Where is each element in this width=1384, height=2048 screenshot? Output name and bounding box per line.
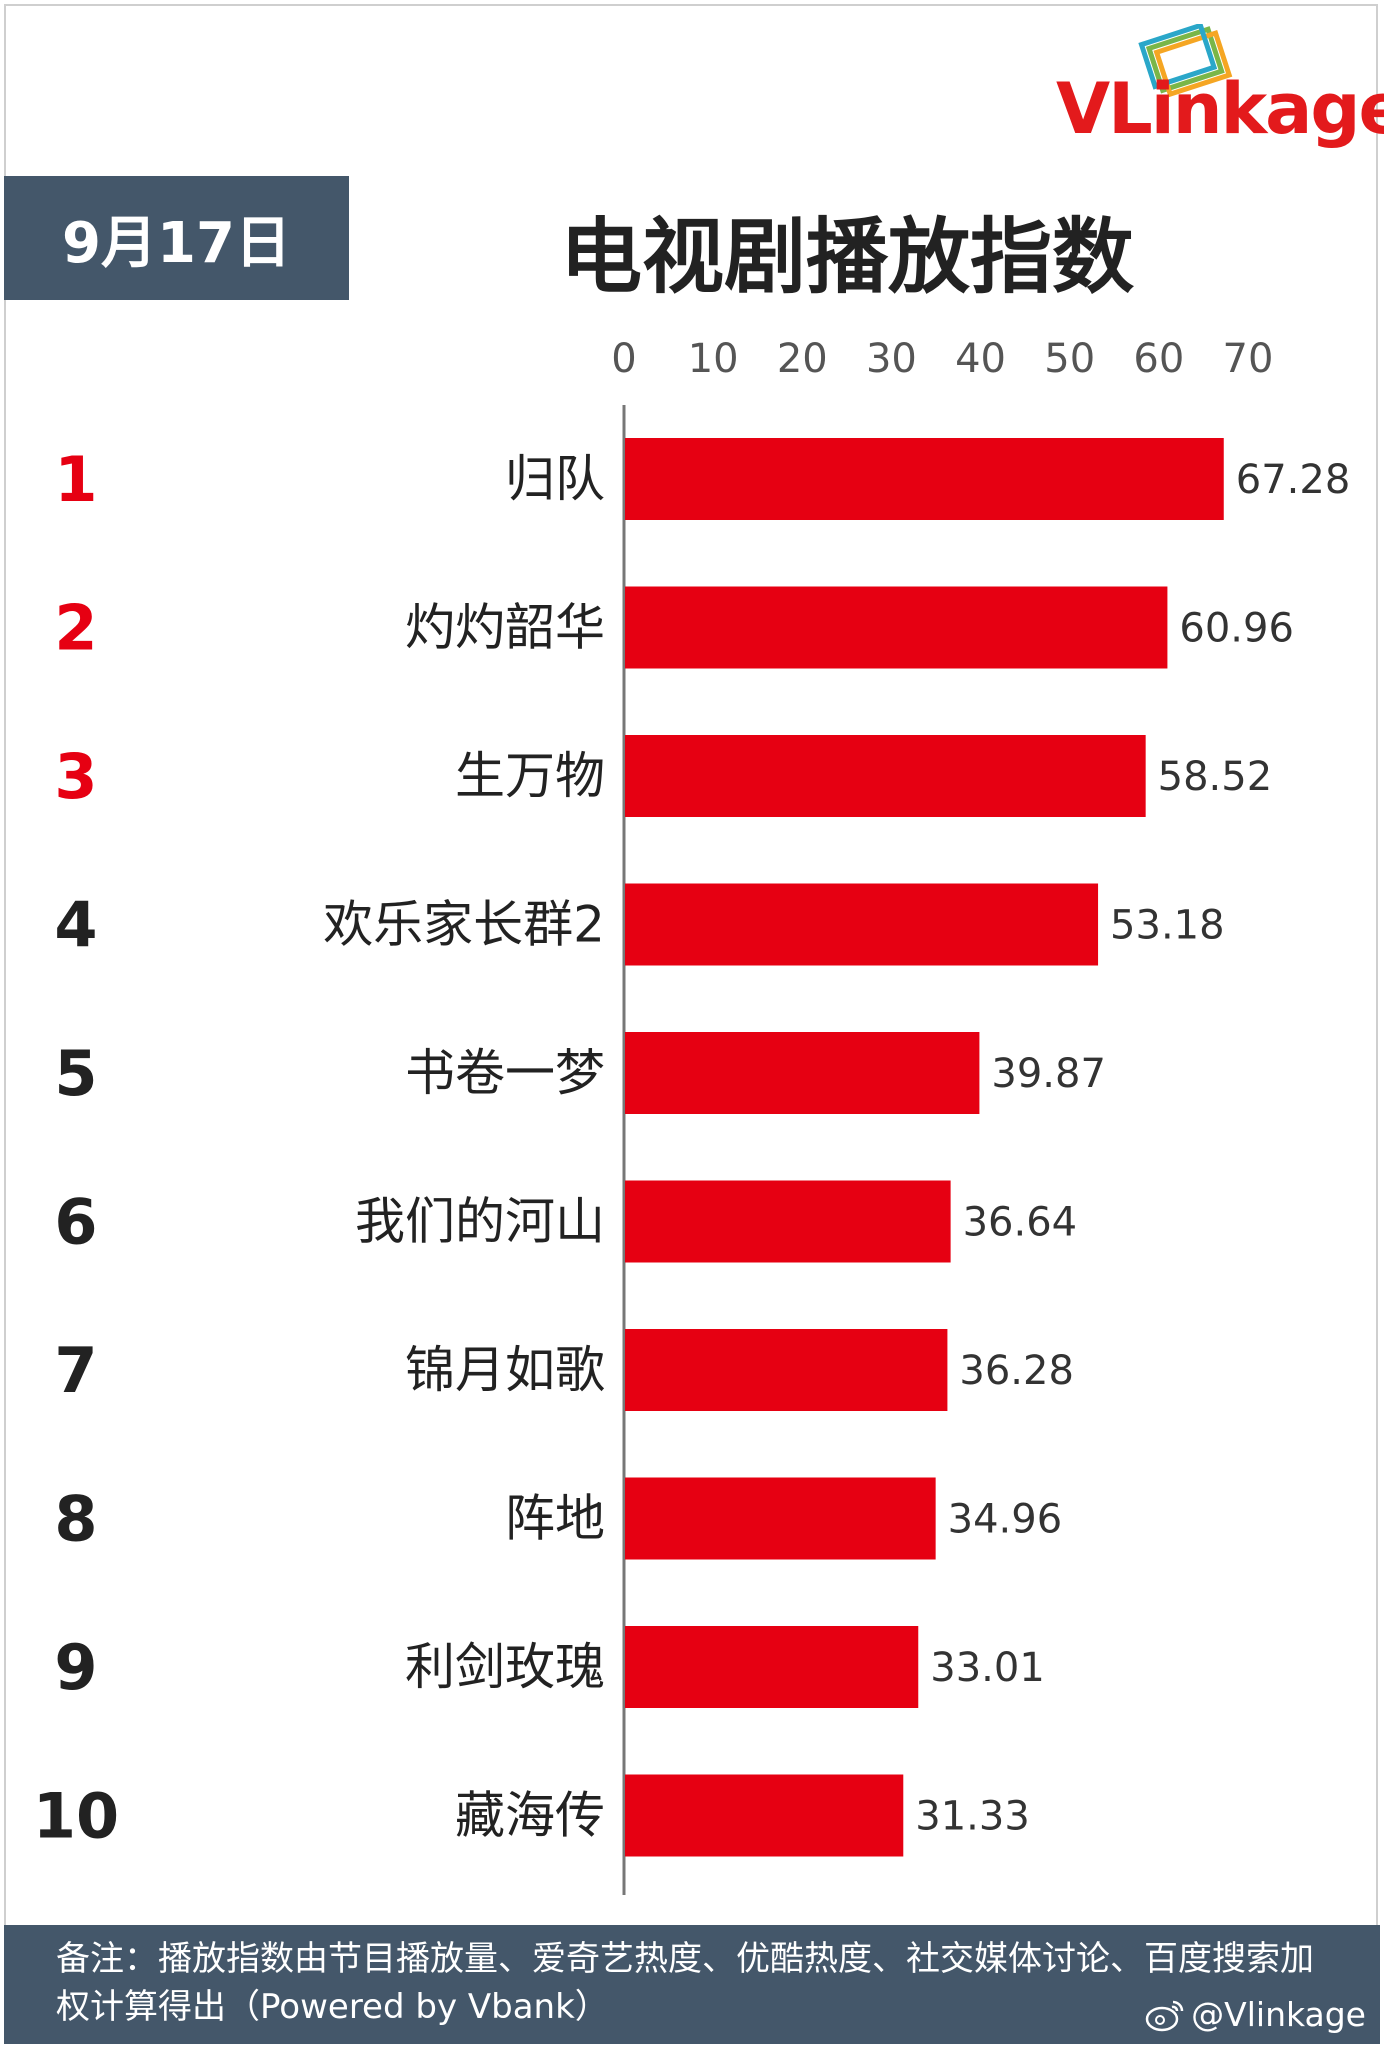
x-tick-label: 60 [1133, 336, 1184, 382]
weibo-handle: @Vlinkage [1191, 1995, 1366, 2034]
category-label: 我们的河山 [355, 1193, 605, 1251]
bar [625, 438, 1224, 520]
rank-label: 1 [54, 443, 97, 516]
data-label: 31.33 [915, 1794, 1030, 1840]
category-label: 藏海传 [455, 1787, 605, 1845]
bar [625, 1032, 980, 1114]
rank-label: 3 [54, 740, 97, 813]
rank-label: 9 [54, 1631, 97, 1704]
x-tick-label: 10 [688, 336, 739, 382]
footer-banner: 备注：播放指数由节目播放量、爱奇艺热度、优酷热度、社交媒体讨论、百度搜索加权计算… [4, 1925, 1380, 2044]
weibo-watermark: @Vlinkage [1145, 1995, 1366, 2034]
bar [625, 1477, 936, 1560]
rank-label: 5 [54, 1037, 97, 1110]
bar-chart: 0 10 20 30 40 50 60 70 归队 67.28 1 灼灼韶华 60.96 2 生万物 58.5… [33, 336, 1351, 1895]
x-tick-label: 50 [1044, 336, 1095, 382]
x-tick-label: 0 [611, 336, 636, 382]
data-label: 33.01 [930, 1645, 1045, 1691]
x-tick-label: 40 [955, 336, 1006, 382]
weibo-icon [1145, 2000, 1184, 2031]
rank-label: 10 [33, 1780, 119, 1853]
rank-label: 7 [54, 1334, 97, 1407]
rank-label: 6 [54, 1186, 97, 1259]
bar [625, 883, 1099, 966]
data-label: 60.96 [1179, 606, 1294, 652]
category-label: 书卷一梦 [405, 1044, 605, 1102]
bar [625, 586, 1168, 669]
logo-text: VLinkage [1056, 68, 1384, 150]
data-label: 58.52 [1158, 754, 1273, 800]
bar [625, 1626, 919, 1708]
data-label: 36.64 [963, 1200, 1078, 1246]
date-badge: 9月17日 [4, 176, 349, 300]
rank-label: 2 [54, 592, 97, 665]
bar [625, 1774, 904, 1857]
category-label: 灼灼韶华 [405, 599, 605, 657]
category-label: 锦月如歌 [405, 1341, 605, 1399]
x-tick-label: 30 [866, 336, 917, 382]
chart-title: 电视剧播放指数 [560, 210, 1135, 305]
x-tick-label: 20 [777, 336, 828, 382]
logo-frames-icon [1138, 22, 1233, 98]
data-label: 39.87 [991, 1051, 1106, 1097]
bar [625, 1329, 948, 1411]
data-label: 36.28 [959, 1348, 1074, 1394]
category-label: 生万物 [455, 747, 605, 805]
category-label: 欢乐家长群2 [323, 896, 605, 954]
rank-label: 4 [54, 889, 97, 962]
category-label: 阵地 [505, 1490, 605, 1548]
category-label: 利剑玫瑰 [405, 1638, 605, 1696]
date-label: 9月17日 [62, 210, 291, 276]
bar [625, 1180, 951, 1263]
data-label: 34.96 [948, 1497, 1063, 1543]
vlinkage-logo: VLinkage [1050, 22, 1384, 154]
data-label: 53.18 [1110, 903, 1225, 949]
category-label: 归队 [505, 450, 605, 508]
x-tick-label: 70 [1223, 336, 1274, 382]
bar [625, 735, 1146, 817]
footer-note: 备注：播放指数由节目播放量、爱奇艺热度、优酷热度、社交媒体讨论、百度搜索加权计算… [56, 1939, 1314, 2027]
data-label: 67.28 [1236, 457, 1351, 503]
rank-label: 8 [54, 1483, 97, 1556]
